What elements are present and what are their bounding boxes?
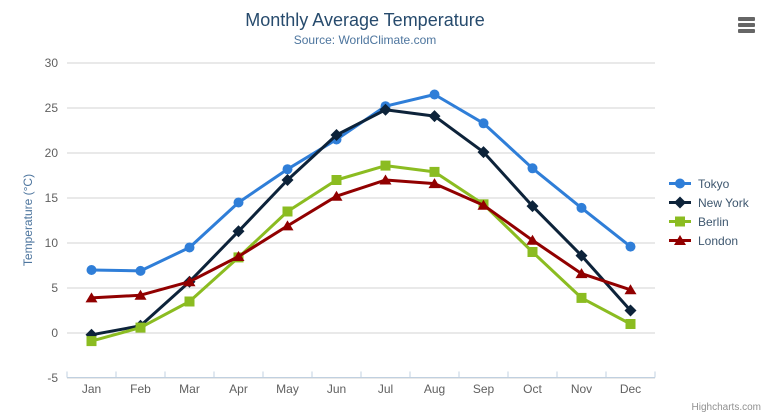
legend-label: Tokyo [698,176,730,191]
triangle-marker[interactable] [624,284,637,295]
y-axis-tick-label: 10 [45,236,59,250]
triangle-marker[interactable] [477,199,490,210]
series-london [85,174,637,303]
triangle-marker[interactable] [428,178,441,189]
legend-marker-circle-icon [669,178,691,189]
diamond-marker[interactable] [624,304,637,317]
circle-marker[interactable] [625,241,636,252]
circle-marker[interactable] [282,164,293,175]
y-axis-title: Temperature (°C) [21,173,35,267]
triangle-marker[interactable] [232,251,245,261]
legend-item-berlin[interactable]: Berlin [668,212,749,231]
square-marker[interactable] [429,166,440,177]
triangle-marker[interactable] [575,268,588,279]
x-axis-tick-label: Jan [82,382,101,396]
series-line[interactable] [90,108,632,337]
diamond-marker[interactable] [330,129,343,141]
x-axis-tick-label: Jun [327,382,346,396]
x-axis-tick-label: Oct [523,382,542,396]
series-line[interactable] [90,164,632,343]
square-marker[interactable] [86,336,97,347]
export-menu-button[interactable] [735,14,759,36]
square-marker[interactable] [331,175,342,185]
square-marker[interactable] [625,319,636,329]
series-tokyo [86,89,636,276]
hamburger-menu-icon [738,17,756,33]
diamond-marker[interactable] [379,103,392,116]
legend-item-new-york[interactable]: New York [668,193,749,212]
triangle-marker[interactable] [281,220,294,231]
legend-item-tokyo[interactable]: Tokyo [668,174,749,193]
legend-marker-diamond-icon [669,196,691,209]
x-axis-tick-label: Feb [130,382,151,396]
square-marker[interactable] [576,292,587,303]
x-axis-tick-label: Dec [620,382,641,396]
legend-marker-square-icon [669,216,691,227]
circle-marker[interactable] [135,265,146,276]
circle-marker[interactable] [478,118,489,129]
triangle-marker-icon[interactable] [674,235,686,245]
square-marker[interactable] [135,322,146,333]
triangle-marker[interactable] [134,289,147,300]
legend-marker-triangle-icon [669,235,691,245]
square-marker[interactable] [527,247,538,257]
series-line[interactable] [90,178,632,300]
y-axis-tick-label: 30 [45,56,59,70]
square-marker[interactable] [184,296,195,307]
diamond-marker[interactable] [281,174,294,186]
x-axis-tick-label: May [276,382,299,396]
chart-title: Monthly Average Temperature [245,10,485,30]
legend-label: Berlin [698,214,729,229]
circle-marker[interactable] [184,242,195,253]
diamond-marker[interactable] [232,225,245,238]
diamond-marker[interactable] [526,200,539,213]
x-axis-tick-label: Sep [473,382,495,396]
diamond-marker[interactable] [575,249,588,262]
x-axis-tick-label: Apr [229,382,248,396]
circle-marker[interactable] [233,197,244,208]
square-marker[interactable] [380,160,391,171]
square-marker[interactable] [282,206,293,217]
legend-label: New York [698,195,749,210]
series-new-york [85,103,637,341]
circle-marker[interactable] [576,202,587,213]
y-axis-tick-label: 5 [51,281,58,295]
triangle-marker[interactable] [379,174,392,185]
credits-link[interactable]: Highcharts.com [691,402,761,413]
triangle-marker[interactable] [526,234,539,245]
y-axis-tick-label: 20 [45,146,59,160]
legend-label: London [698,233,739,248]
diamond-marker[interactable] [428,110,441,123]
legend-item-london[interactable]: London [668,231,749,250]
diamond-marker-icon[interactable] [674,196,686,209]
series-berlin [86,160,636,347]
circle-marker-icon[interactable] [675,178,685,189]
x-axis-tick-label: Nov [571,382,592,396]
chart-subtitle: Source: WorldClimate.com [293,33,437,47]
triangle-marker[interactable] [183,276,196,287]
circle-marker[interactable] [527,163,538,174]
triangle-marker[interactable] [330,190,343,201]
y-axis-tick-label: 0 [51,326,58,340]
x-axis-tick-label: Mar [179,382,200,396]
circle-marker[interactable] [86,265,97,275]
triangle-marker[interactable] [85,292,98,303]
y-axis-tick-label: 15 [45,191,59,205]
y-axis-tick-label: -5 [47,371,58,385]
x-axis-tick-label: Aug [424,382,445,396]
x-axis-tick-label: Jul [378,382,393,396]
square-marker-icon[interactable] [675,216,685,227]
circle-marker[interactable] [429,89,440,100]
diamond-marker[interactable] [477,146,490,159]
y-axis-tick-label: 25 [45,101,59,115]
legend: Tokyo New York Berlin London [668,174,749,250]
